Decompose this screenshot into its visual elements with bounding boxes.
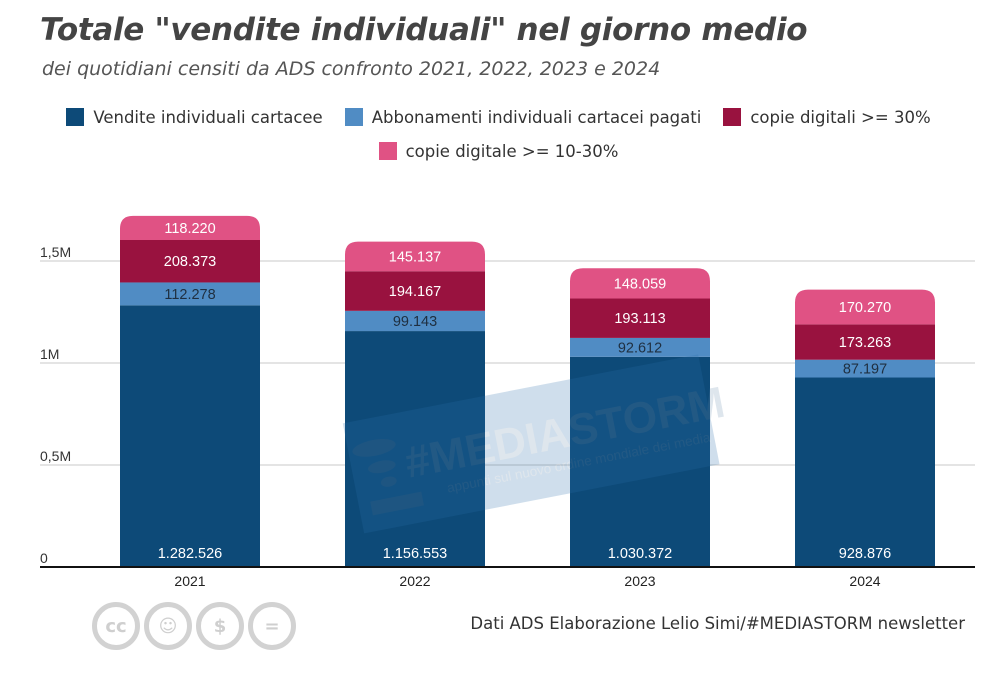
data-label: 148.059: [614, 276, 666, 292]
bar-segment: [120, 305, 260, 567]
chart-subtitle: dei quotidiani censiti da ADS confronto …: [42, 58, 661, 80]
legend-item-print-subscriptions: Abbonamenti individuali cartacei pagati: [344, 107, 702, 127]
y-tick-label: 0,5M: [40, 448, 71, 464]
legend-label-digital-30: copie digitali >= 30%: [750, 107, 931, 127]
cc-icon: cc: [92, 602, 140, 650]
legend-row-2: copie digitale >= 10-30%: [0, 138, 997, 164]
source-note: Dati ADS Elaborazione Lelio Simi/#MEDIAS…: [470, 614, 965, 633]
bar-segment: [570, 337, 710, 357]
bar-segment: [120, 282, 260, 306]
data-label: 193.113: [614, 311, 665, 327]
x-axis-labels: 2021 2022 2023 2024: [174, 573, 880, 589]
legend-swatch-print-sales: [66, 108, 85, 126]
legend-label-print-subscriptions: Abbonamenti individuali cartacei pagati: [371, 107, 702, 127]
bar-segment: [795, 324, 935, 360]
data-label: 208.373: [164, 254, 216, 270]
x-tick-label: 2023: [624, 573, 655, 589]
bar-segment: [570, 268, 710, 299]
bar-segment: [345, 310, 485, 332]
legend-item-digital-10-30: copie digitale >= 10-30%: [378, 141, 619, 161]
by-icon: ☺: [144, 602, 192, 650]
data-label: 118.220: [164, 221, 215, 237]
data-label: 1.030.372: [608, 546, 673, 562]
data-label: 145.137: [389, 249, 441, 265]
legend-item-digital-30: copie digitali >= 30%: [723, 107, 931, 127]
bar-segment: [345, 241, 485, 272]
data-label: 194.167: [389, 284, 441, 300]
legend-item-print-sales: Vendite individuali cartacee: [66, 107, 323, 127]
bar-segment: [570, 298, 710, 338]
data-label: 928.876: [839, 546, 891, 562]
bar-segment: [570, 356, 710, 567]
data-label: 170.270: [839, 300, 891, 316]
bar-segment: [120, 215, 260, 240]
x-tick-label: 2024: [849, 573, 880, 589]
bar-segment: [120, 239, 260, 283]
data-label: 1.282.526: [158, 546, 223, 562]
license-badges: cc ☺ $ =: [92, 602, 296, 650]
bar-segment: [795, 377, 935, 567]
chart-title: Totale "vendite individuali" nel giorno …: [40, 12, 808, 48]
bar-segment: [345, 331, 485, 567]
data-label: 1.156.553: [383, 546, 448, 562]
legend-swatch-digital-30: [723, 108, 742, 126]
data-label: 112.278: [164, 287, 215, 303]
data-label: 87.197: [843, 362, 887, 378]
bar-segment: [345, 271, 485, 311]
nd-icon: =: [248, 602, 296, 650]
tornado-icon: [352, 438, 424, 516]
x-tick-label: 2022: [399, 573, 430, 589]
y-tick-label: 1M: [40, 346, 59, 362]
bars: 1.282.526 112.278 208.373 118.220 1.156.553 9…: [120, 215, 935, 567]
legend-row-1: Vendite individuali cartacee Abbonamenti…: [0, 104, 997, 130]
data-label: 99.143: [393, 314, 437, 330]
y-tick-label: 0: [40, 550, 48, 566]
bar-segment: [795, 359, 935, 378]
legend-label-digital-10-30: copie digitale >= 10-30%: [405, 141, 619, 161]
legend-label-print-sales: Vendite individuali cartacee: [93, 107, 323, 127]
legend-swatch-digital-10-30: [378, 142, 397, 160]
legend: Vendite individuali cartacee Abbonamenti…: [0, 104, 997, 172]
data-label: 92.612: [618, 340, 662, 356]
y-tick-label: 1,5M: [40, 244, 71, 260]
watermark-band: [342, 354, 720, 534]
x-tick-label: 2021: [174, 573, 205, 589]
legend-swatch-print-subscriptions: [344, 108, 363, 126]
nc-icon: $: [196, 602, 244, 650]
bar-segment: [795, 289, 935, 325]
data-label: 173.263: [839, 335, 891, 351]
